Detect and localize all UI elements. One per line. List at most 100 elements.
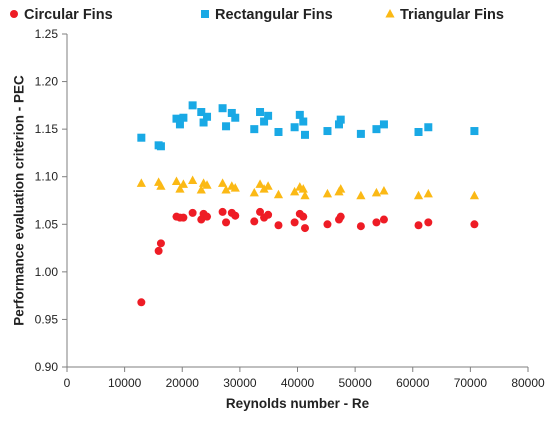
circle-point: [256, 207, 265, 216]
triangle-point: [196, 185, 206, 194]
y-tick-label: 1.15: [35, 122, 59, 136]
circle-point: [356, 222, 365, 231]
square-point: [264, 111, 273, 120]
square-point: [300, 130, 309, 139]
y-ticks: 0.90 0.95 1.00 1.05 1.10 1.15 1.20 1.25: [35, 27, 67, 374]
legend-label: Rectangular Fins: [215, 7, 333, 23]
circle-point: [264, 210, 273, 219]
circle-point: [250, 217, 259, 226]
triangle-point: [175, 184, 185, 193]
triangle-point: [423, 188, 433, 198]
triangle-point: [156, 181, 166, 190]
circle-point: [222, 218, 231, 227]
square-point: [199, 118, 208, 127]
circle-point: [372, 218, 381, 227]
x-tick-label: 70000: [454, 376, 488, 390]
circle-point: [274, 221, 283, 230]
circle-point: [231, 211, 240, 220]
y-tick-label: 1.05: [35, 217, 59, 231]
square-point: [256, 108, 265, 117]
square-point: [203, 112, 212, 121]
square-point: [227, 108, 236, 117]
triangle-point: [202, 180, 212, 189]
data-points: [136, 101, 480, 307]
square-point: [231, 113, 240, 122]
triangle-point: [469, 190, 480, 200]
triangle-point: [249, 187, 259, 197]
square-point: [172, 114, 181, 123]
triangle-point: [300, 190, 310, 200]
circle-point: [156, 239, 165, 248]
series-triangle: [136, 175, 480, 200]
circle-point: [470, 220, 479, 229]
y-tick-label: 1.00: [35, 265, 59, 279]
legend-marker: [10, 10, 18, 18]
x-tick-label: 40000: [281, 376, 315, 390]
square-point: [372, 125, 381, 134]
series-square: [137, 101, 479, 151]
triangle-point: [217, 178, 228, 187]
triangle-point: [322, 188, 333, 198]
x-tick-label: 30000: [223, 376, 257, 390]
y-tick-label: 1.10: [35, 170, 59, 184]
legend-marker: [201, 10, 209, 18]
square-point: [299, 117, 308, 126]
x-tick-label: 80000: [511, 376, 545, 390]
triangle-point: [136, 178, 146, 187]
circle-point: [379, 215, 388, 224]
circle-point: [300, 224, 309, 233]
x-ticks: 0 10000 20000 30000 40000 50000 60000 70000 8000…: [64, 367, 545, 390]
circle-point: [218, 207, 227, 216]
y-tick-label: 0.90: [35, 360, 59, 374]
circle-point: [203, 212, 212, 221]
legend-marker: [385, 9, 395, 18]
triangle-point: [298, 184, 308, 193]
square-point: [424, 123, 433, 132]
square-point: [379, 120, 388, 129]
square-point: [323, 127, 332, 136]
triangle-point: [336, 184, 346, 193]
square-point: [137, 133, 146, 142]
square-point: [470, 127, 479, 136]
circle-point: [414, 221, 423, 230]
square-point: [156, 142, 165, 151]
square-point: [356, 129, 365, 138]
x-tick-label: 10000: [108, 376, 142, 390]
legend-label: Circular Fins: [24, 7, 113, 23]
circle-point: [290, 218, 299, 227]
circle-point: [154, 246, 163, 255]
series-circle: [137, 207, 479, 307]
square-point: [290, 123, 299, 132]
y-tick-label: 1.20: [35, 75, 59, 89]
circle-point: [299, 212, 308, 221]
circle-point: [424, 218, 433, 227]
circle-point: [179, 213, 188, 222]
legend-item: Circular Fins: [10, 7, 113, 23]
triangle-point: [178, 179, 189, 188]
circle-point: [137, 298, 146, 307]
triangle-point: [171, 176, 182, 185]
y-tick-label: 1.25: [35, 27, 59, 41]
triangle-point: [259, 184, 269, 193]
plot-area: 0 10000 20000 30000 40000 50000 60000 70000 8000…: [35, 27, 545, 390]
triangle-point: [290, 186, 300, 196]
square-point: [260, 117, 269, 126]
square-point: [222, 122, 231, 131]
x-tick-label: 0: [64, 376, 71, 390]
triangle-point: [356, 190, 366, 200]
circle-point: [323, 220, 332, 229]
square-point: [414, 127, 423, 136]
square-point: [295, 110, 304, 119]
legend-item: Triangular Fins: [385, 7, 504, 23]
square-point: [175, 120, 184, 129]
square-point: [188, 101, 197, 110]
triangle-point: [413, 190, 424, 200]
triangle-point: [263, 181, 273, 190]
triangle-point: [371, 187, 382, 197]
triangle-point: [273, 189, 284, 199]
triangle-point: [221, 185, 231, 194]
triangle-point: [379, 185, 389, 195]
square-point: [336, 115, 345, 124]
legend-item: Rectangular Fins: [201, 7, 333, 23]
